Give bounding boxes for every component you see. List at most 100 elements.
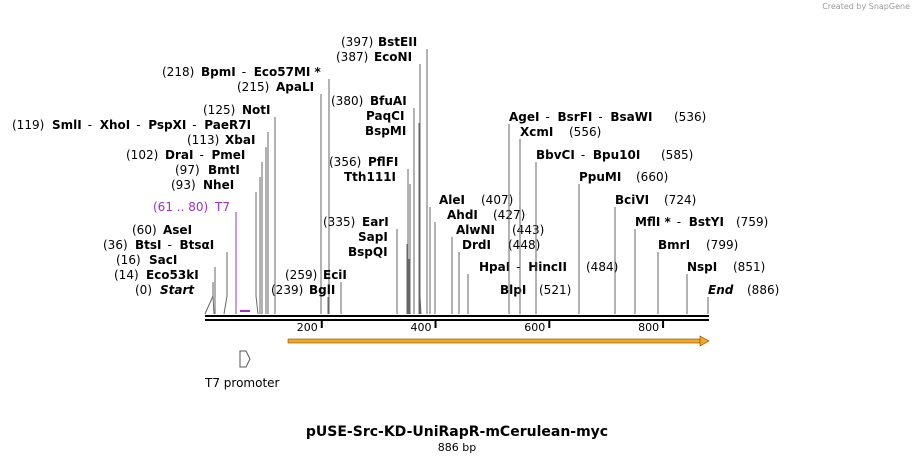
site-name-s_ahd-0: AhdI [447, 208, 478, 222]
site-position-s_mfl: (759) [736, 215, 768, 229]
site-name-s_bbv-0: BbvCI [536, 148, 575, 162]
site-name-s_paq-0: PaqCI [366, 109, 404, 123]
site-position-s_eco53: (14) [114, 268, 139, 282]
site-separator: - [516, 260, 520, 274]
site-name-s_bmr-0: BmrI [658, 238, 690, 252]
site-position-s_not: (125) [203, 103, 235, 117]
site-position-s_bgl: (239) [271, 283, 303, 297]
site-name-s_sml-2: PspXI [148, 118, 186, 132]
axis-tick-label-600: 600 [524, 321, 545, 334]
site-name-s_bts-0: BtsI [135, 238, 162, 252]
site-name-s_bpm-1: Eco57MI * [254, 65, 322, 79]
site-name-s_end-0: End [708, 283, 734, 297]
site-line-s_eco53 [212, 282, 215, 315]
plasmid-length: 886 bp [437, 441, 477, 454]
feature-label-t7-promoter: T7 promoter [204, 376, 280, 390]
site-name-s_tth-0: Tth111I [344, 170, 396, 184]
site-name-s_dra-1: PmeI [211, 148, 245, 162]
feature-arrow-head [699, 335, 710, 347]
site-name-s_eci-0: EciI [323, 268, 347, 282]
site-name-s_ppum-0: PpuMI [579, 170, 621, 184]
site-name-s_sap-0: SapI [358, 230, 388, 244]
site-position-s_drd: (448) [508, 238, 540, 252]
site-name-s_bste-0: BstEII [378, 35, 417, 49]
site-separator: - [88, 118, 92, 132]
axis-tick-label-400: 400 [411, 321, 432, 334]
site-name-s_drd-0: DrdI [462, 238, 491, 252]
axis-tick-label-200: 200 [297, 321, 318, 334]
site-position-s_sml: (119) [12, 118, 44, 132]
site-name-s_econ-0: EcoNI [374, 50, 412, 64]
site-separator: - [242, 65, 246, 79]
site-name-s_blp-0: BlpI [500, 283, 526, 297]
site-name-s_sml-3: PaeR7I [204, 118, 251, 132]
site-position-s_bmt: (97) [175, 163, 200, 177]
snapgene-credit: Created by SnapGene [822, 2, 910, 11]
site-name-s_hpa-1: HincII [528, 260, 567, 274]
site-separator: - [581, 148, 585, 162]
site-position-s_bste: (397) [341, 35, 373, 49]
axis-tick-label-800: 800 [638, 321, 659, 334]
site-name-s_sac-0: SacI [149, 253, 177, 267]
site-position-s_bmr: (799) [706, 238, 738, 252]
site-position-s_bfu: (380) [331, 94, 363, 108]
site-name-s_bspm-0: BspMI [365, 124, 406, 138]
site-name-s_alw-0: AlwNI [456, 223, 495, 237]
site-name-s_xba-0: XbaI [225, 133, 255, 147]
site-name-s_sml-1: XhoI [100, 118, 131, 132]
site-position-s_sac: (16) [116, 253, 141, 267]
site-position-s_end: (886) [747, 283, 779, 297]
site-position-s_pfl: (356) [329, 155, 361, 169]
site-position-s_xba: (113) [187, 133, 219, 147]
site-name-s_age-1: BsrFI [557, 110, 592, 124]
site-name-s_bmt-0: BmtI [208, 163, 240, 177]
site-name-s_pfl-0: PflFI [368, 155, 398, 169]
backbone-top [205, 315, 709, 317]
site-name-s_xcm-0: XcmI [520, 125, 553, 139]
primer-name: T7 [214, 200, 230, 214]
site-position-s_ase: (60) [132, 223, 157, 237]
site-name-s_bpm-0: BpmI [201, 65, 236, 79]
t7-promoter-arrow [239, 350, 251, 368]
site-separator: - [677, 215, 681, 229]
site-position-s_apal: (215) [237, 80, 269, 94]
site-name-s_ase-0: AseI [163, 223, 192, 237]
site-name-s_bbv-1: Bpu10I [593, 148, 640, 162]
site-position-s_nhe: (93) [171, 178, 196, 192]
site-separator: - [598, 110, 602, 124]
site-name-s_age-0: AgeI [509, 110, 539, 124]
site-separator: - [136, 118, 140, 132]
site-separator: - [545, 110, 549, 124]
site-position-s_blp: (521) [539, 283, 571, 297]
site-name-s_bts-1: BtsαI [180, 238, 215, 252]
credit-prefix: Created by [822, 2, 867, 11]
site-position-s_eci: (259) [285, 268, 317, 282]
site-name-s_bspq-0: BspQI [348, 245, 388, 259]
site-position-s_hpa: (484) [586, 260, 618, 274]
site-position-s_dra: (102) [126, 148, 158, 162]
site-line-s_nhe [255, 192, 259, 315]
site-name-s_dra-0: DraI [165, 148, 193, 162]
site-name-s_apal-0: ApaLI [276, 80, 314, 94]
site-position-s_ppum: (660) [636, 170, 668, 184]
site-name-s_bgl-0: BglI [309, 283, 335, 297]
site-name-s_ale-0: AleI [439, 193, 465, 207]
site-line-s_econ [419, 64, 422, 315]
site-position-s_xcm: (556) [569, 125, 601, 139]
site-name-s_start-0: Start [160, 283, 195, 297]
site-position-s_start: (0) [135, 283, 152, 297]
site-separator: - [192, 118, 196, 132]
site-position-s_nsp: (851) [733, 260, 765, 274]
site-position-s_bbv: (585) [661, 148, 693, 162]
site-name-s_age-2: BsaWI [610, 110, 652, 124]
site-line-s_start [204, 295, 214, 315]
site-position-s_bpm: (218) [162, 65, 194, 79]
site-name-s_ear-0: EarI [362, 215, 389, 229]
site-position-s_bcivi: (724) [664, 193, 696, 207]
site-separator: - [168, 238, 172, 252]
site-position-s_ear: (335) [323, 215, 355, 229]
site-position-s_bts: (36) [103, 238, 128, 252]
backbone-bottom [205, 319, 709, 321]
site-name-s_nhe-0: NheI [203, 178, 234, 192]
